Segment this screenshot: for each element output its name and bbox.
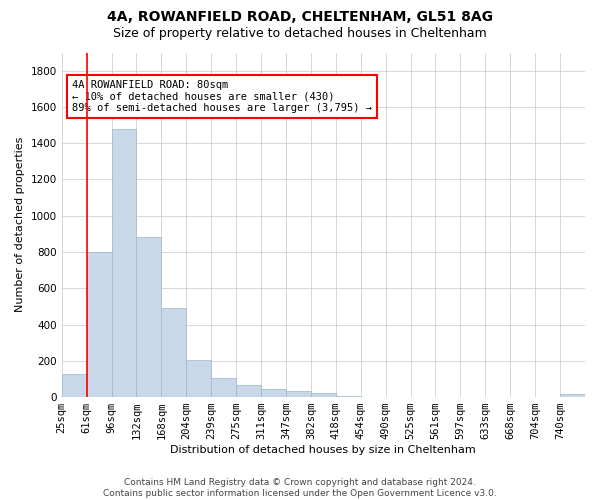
X-axis label: Distribution of detached houses by size in Cheltenham: Distribution of detached houses by size … — [170, 445, 476, 455]
Bar — [136, 238, 161, 397]
Bar — [161, 308, 186, 397]
Bar — [186, 360, 211, 397]
Bar — [62, 374, 86, 397]
Bar — [236, 386, 261, 397]
Bar — [261, 389, 286, 397]
Bar — [211, 378, 236, 397]
Bar — [112, 128, 136, 397]
Text: Size of property relative to detached houses in Cheltenham: Size of property relative to detached ho… — [113, 28, 487, 40]
Text: 4A, ROWANFIELD ROAD, CHELTENHAM, GL51 8AG: 4A, ROWANFIELD ROAD, CHELTENHAM, GL51 8A… — [107, 10, 493, 24]
Y-axis label: Number of detached properties: Number of detached properties — [15, 137, 25, 312]
Bar — [311, 392, 336, 397]
Text: Contains HM Land Registry data © Crown copyright and database right 2024.
Contai: Contains HM Land Registry data © Crown c… — [103, 478, 497, 498]
Bar — [286, 390, 311, 397]
Bar — [336, 396, 361, 397]
Bar — [560, 394, 585, 397]
Bar — [86, 252, 112, 397]
Text: 4A ROWANFIELD ROAD: 80sqm
← 10% of detached houses are smaller (430)
89% of semi: 4A ROWANFIELD ROAD: 80sqm ← 10% of detac… — [72, 80, 372, 114]
